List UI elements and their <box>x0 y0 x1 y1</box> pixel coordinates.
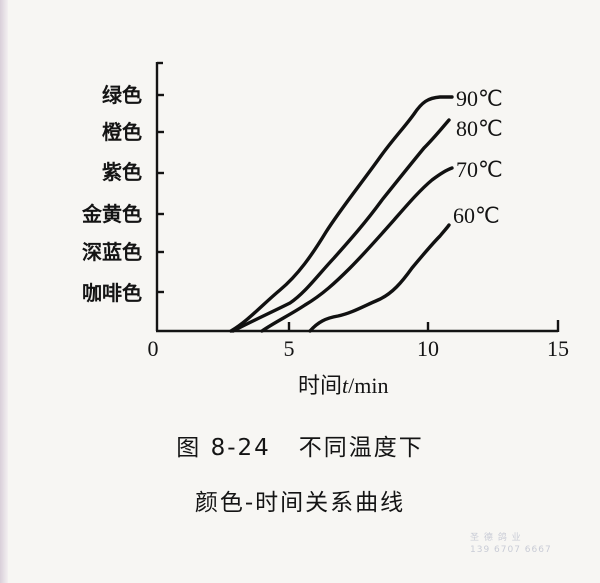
x-tick-label-5: 5 <box>283 336 295 361</box>
x-tick-label-15: 15 <box>547 336 569 361</box>
watermark-line1: 圣 德 鸽 业 <box>470 533 522 543</box>
watermark-line2: 139 6707 6667 <box>470 545 552 555</box>
watermark: 圣 德 鸽 业 139 6707 6667 <box>470 532 552 556</box>
curve-90c <box>229 95 454 333</box>
figure-caption-line2: 颜色-时间关系曲线 <box>194 490 406 516</box>
x-axis-title-prefix: 时间 <box>298 374 343 399</box>
curve-80c <box>231 118 451 333</box>
series-label-80c: 80℃ <box>456 116 503 141</box>
y-label-orange: 橙色 <box>102 120 142 144</box>
x-axis-title-unit: /min <box>348 373 389 398</box>
curve-70c <box>260 166 454 333</box>
x-tick-label-10: 10 <box>417 336 439 361</box>
axes <box>155 61 560 333</box>
curve-60c <box>308 223 451 333</box>
series-label-90c: 90℃ <box>456 86 503 111</box>
y-label-golden-yellow: 金黄色 <box>82 202 142 226</box>
y-label-green: 绿色 <box>102 83 142 107</box>
x-axis-title-var: t <box>342 373 349 398</box>
y-label-deep-blue: 深蓝色 <box>82 240 142 264</box>
page-edge <box>0 0 8 583</box>
series-label-70c: 70℃ <box>456 157 503 182</box>
figure-caption-line1: 图 8-24 不同温度下 <box>176 435 424 461</box>
y-label-purple: 紫色 <box>102 160 142 184</box>
x-axis-title: 时间t/min <box>298 368 388 400</box>
y-label-coffee: 咖啡色 <box>82 281 142 305</box>
x-tick-label-0: 0 <box>147 336 159 361</box>
series-label-60c: 60℃ <box>453 203 500 228</box>
